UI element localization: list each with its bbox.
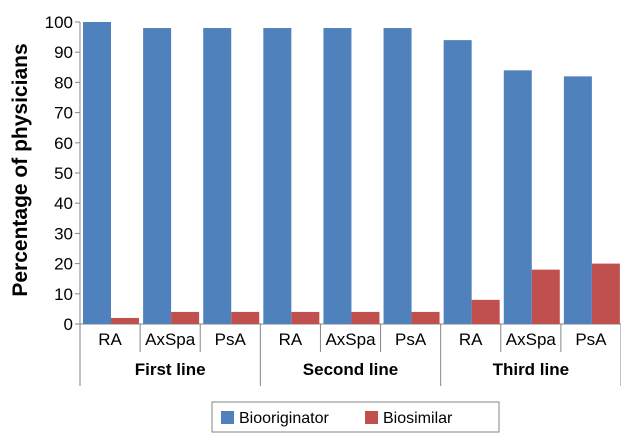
x-category-label: AxSpa [145,330,196,349]
bar-biooriginator-4 [323,28,352,324]
x-category-label: PsA [395,330,427,349]
y-axis-label: Percentage of physicians [9,43,32,296]
y-tick-label: 100 [45,13,73,32]
bar-biosimilar-8 [591,263,620,324]
y-tick-label: 80 [54,73,73,92]
bar-biooriginator-8 [563,76,592,324]
bar-biosimilar-5 [411,311,440,324]
bar-biooriginator-3 [263,28,292,324]
legend-label-biosimilar: Biosimilar [383,410,453,427]
legend-swatch-biosimilar [365,411,378,424]
y-tick-label: 30 [54,224,73,243]
x-category-label: PsA [575,330,607,349]
bar-biosimilar-0 [111,317,139,324]
bar-biooriginator-1 [143,28,172,324]
legend-swatch-biooriginator [221,411,234,424]
x-group-label: First line [135,360,206,379]
y-tick-label: 10 [54,285,73,304]
bar-biooriginator-5 [383,28,412,324]
x-category-label: RA [459,330,483,349]
bar-biosimilar-3 [291,311,320,324]
x-category-label: AxSpa [506,330,557,349]
y-tick-label: 50 [54,164,73,183]
x-category-label: RA [98,330,122,349]
x-category-label: PsA [215,330,247,349]
legend-label-biooriginator: Biooriginator [239,410,330,427]
y-tick-label: 20 [54,255,73,274]
x-category-label: RA [279,330,303,349]
y-tick-label: 0 [64,315,73,334]
x-group-label: Third line [493,360,570,379]
y-tick-label: 60 [54,134,73,153]
legend: Biooriginator Biosimilar [211,401,500,433]
y-tick-label: 90 [54,43,73,62]
y-tick-label: 40 [54,194,73,213]
bar-biosimilar-6 [471,299,500,324]
x-category-label: AxSpa [325,330,376,349]
bar-biooriginator-6 [443,40,472,325]
bar-biooriginator-2 [203,28,232,324]
plot-area: 0 10 20 30 40 50 60 70 80 90 100 RA AxSpa PsA RA AxSpa P… [45,13,621,386]
bar-biosimilar-2 [231,311,260,324]
bar-biosimilar-7 [531,269,560,324]
bar-biooriginator-0 [83,22,111,324]
x-group-label: Second line [303,360,398,379]
y-tick-label: 70 [54,104,73,123]
bar-biooriginator-7 [503,70,532,324]
bar-biosimilar-1 [171,311,200,324]
bar-biosimilar-4 [351,311,380,324]
legend-box [211,401,500,433]
